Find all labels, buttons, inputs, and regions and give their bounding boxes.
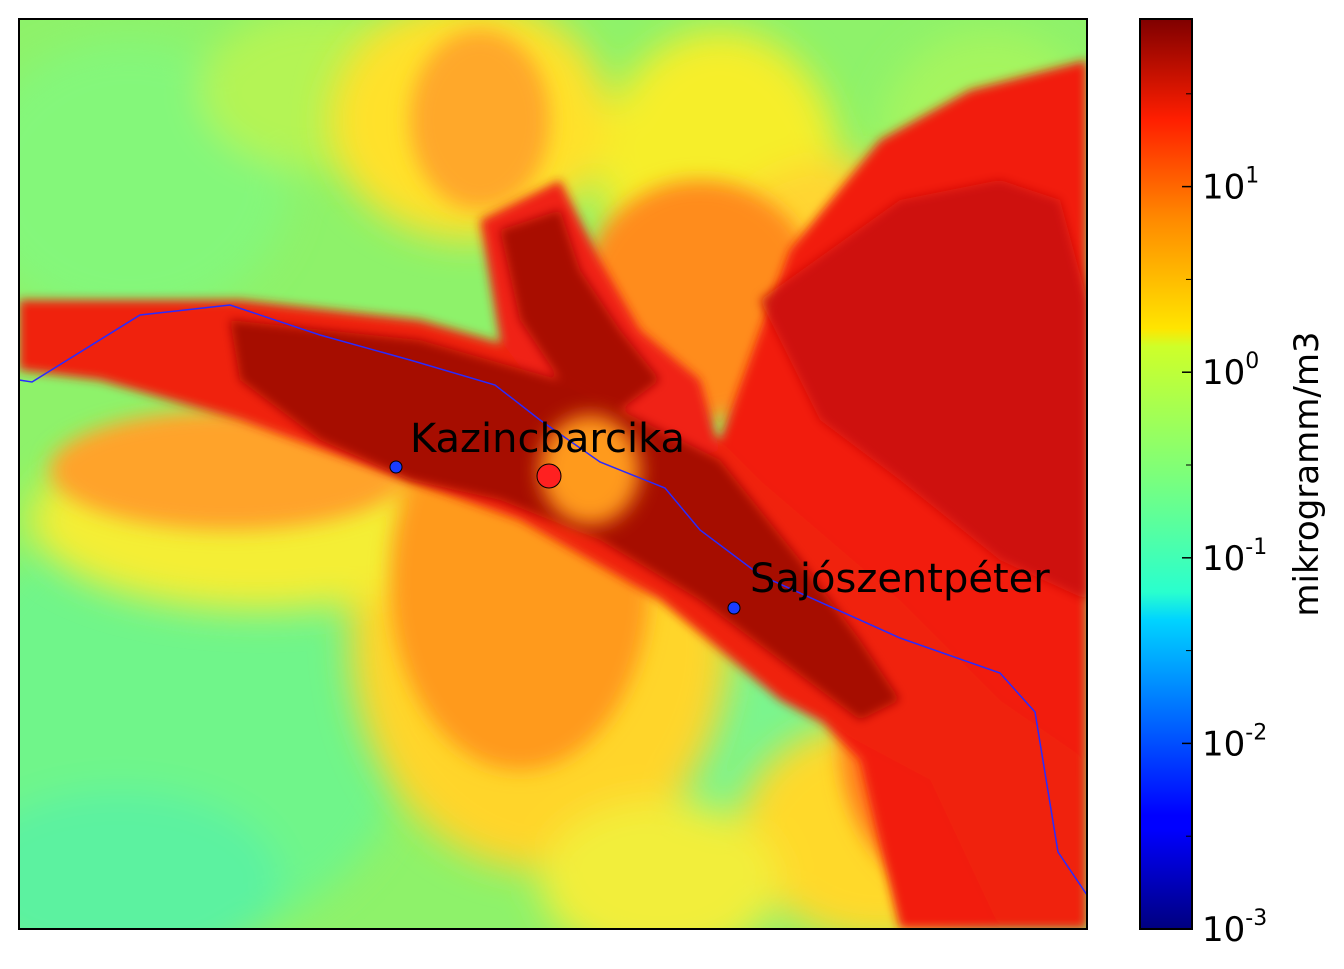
colorbar-tick-label: 101	[1202, 164, 1259, 208]
colorbar-tick-label: 10-1	[1202, 535, 1267, 579]
colorbar-tick-label: 100	[1202, 349, 1259, 393]
colorbar-ticks: 101 100 10-1 10-2 10-3	[1182, 93, 1267, 950]
heatmap-field	[19, 19, 1087, 929]
colorbar-label: mikrogramm/m3	[1287, 331, 1327, 616]
unlabeled-point-marker	[389, 460, 403, 474]
sajoszentpeter-label: Sajószentpéter	[750, 556, 1050, 602]
sajoszentpeter-marker	[727, 601, 741, 615]
river-line	[19, 304, 1087, 896]
map-frame	[18, 18, 1088, 930]
colorbar-tick-label: 10-2	[1202, 720, 1267, 764]
kazincbarcika-label: Kazincbarcika	[410, 416, 685, 462]
colorbar-tick-label: 10-3	[1202, 906, 1267, 950]
kazincbarcika-marker	[536, 463, 562, 489]
colorbar	[1140, 19, 1192, 929]
colorbar-frame	[1139, 18, 1193, 930]
